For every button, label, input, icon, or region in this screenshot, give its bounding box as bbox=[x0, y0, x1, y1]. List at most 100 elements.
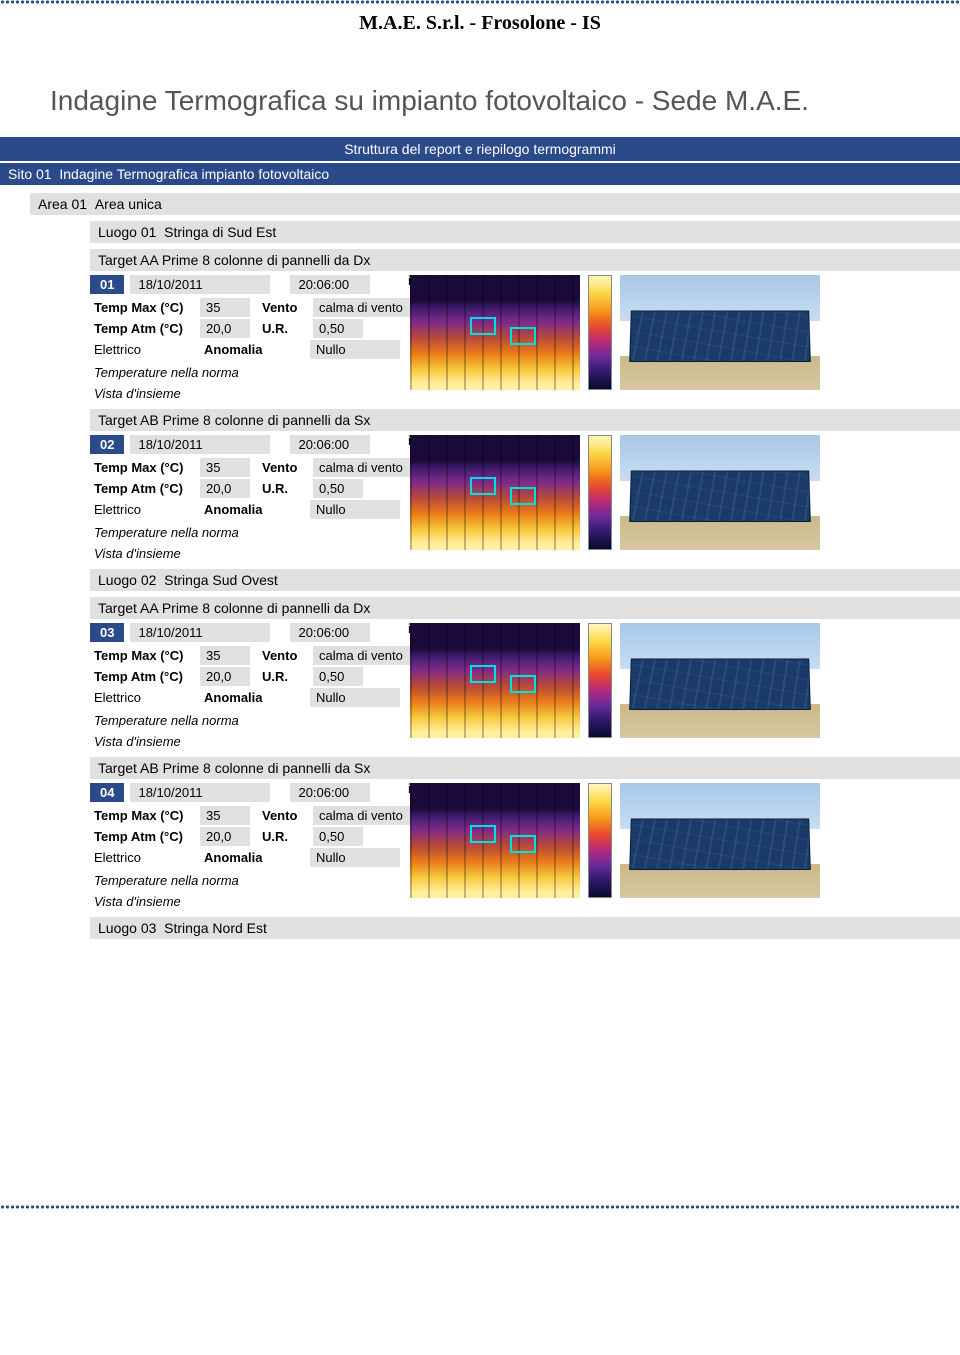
date-cell: 18/10/2011 bbox=[130, 275, 270, 294]
note-vista: Vista d'insieme bbox=[90, 890, 440, 911]
anomalia-label: Anomalia bbox=[200, 848, 280, 867]
temp-max-label: Temp Max (°C) bbox=[90, 806, 200, 825]
temp-atm-label: Temp Atm (°C) bbox=[90, 479, 200, 498]
record-data: 02 18/10/2011 20:06:00 Temp Max (°C) 35 … bbox=[90, 435, 440, 563]
target-bar: Target AA Prime 8 colonne di pannelli da… bbox=[90, 597, 960, 619]
color-scale bbox=[588, 623, 612, 738]
record: 04 18/10/2011 20:06:00 Temp Max (°C) 35 … bbox=[90, 783, 960, 911]
anomalia-value: Nullo bbox=[310, 500, 400, 519]
temp-max-value: 35 bbox=[200, 458, 250, 477]
vento-value: calma di vento bbox=[313, 646, 423, 665]
luogo-bar: Luogo 03 Stringa Nord Est bbox=[90, 917, 960, 939]
vento-label: Vento bbox=[258, 458, 313, 477]
record-data: 01 18/10/2011 20:06:00 Temp Max (°C) 35 … bbox=[90, 275, 440, 403]
temp-max-value: 35 bbox=[200, 806, 250, 825]
thermal-image bbox=[410, 623, 580, 738]
area-label: Area 01 bbox=[38, 196, 87, 212]
elettrico-label: Elettrico bbox=[90, 848, 200, 867]
ur-value: 0,50 bbox=[313, 667, 363, 686]
vento-value: calma di vento bbox=[313, 806, 423, 825]
section-header: Struttura del report e riepilogo termogr… bbox=[0, 137, 960, 161]
target-bar: Target AA Prime 8 colonne di pannelli da… bbox=[90, 249, 960, 271]
color-scale bbox=[588, 275, 612, 390]
ur-label: U.R. bbox=[258, 479, 313, 498]
note-temperature: Temperature nella norma bbox=[90, 709, 440, 730]
temp-max-label: Temp Max (°C) bbox=[90, 458, 200, 477]
index-badge: 04 bbox=[90, 783, 124, 802]
vento-value: calma di vento bbox=[313, 298, 423, 317]
sito-name: Indagine Termografica impianto fotovolta… bbox=[59, 166, 329, 182]
target-bar: Target AB Prime 8 colonne di pannelli da… bbox=[90, 409, 960, 431]
index-badge: 02 bbox=[90, 435, 124, 454]
temp-atm-label: Temp Atm (°C) bbox=[90, 667, 200, 686]
note-vista: Vista d'insieme bbox=[90, 730, 440, 751]
elettrico-label: Elettrico bbox=[90, 688, 200, 707]
temp-atm-value: 20,0 bbox=[200, 667, 250, 686]
thermal-image bbox=[410, 783, 580, 898]
anomalia-label: Anomalia bbox=[200, 688, 280, 707]
thermal-image bbox=[410, 275, 580, 390]
record: 01 18/10/2011 20:06:00 Temp Max (°C) 35 … bbox=[90, 275, 960, 403]
thermal-image bbox=[410, 435, 580, 550]
vento-label: Vento bbox=[258, 806, 313, 825]
time-cell: 20:06:00 bbox=[290, 275, 370, 294]
time-cell: 20:06:00 bbox=[290, 783, 370, 802]
anomalia-label: Anomalia bbox=[200, 500, 280, 519]
index-badge: 03 bbox=[90, 623, 124, 642]
note-temperature: Temperature nella norma bbox=[90, 869, 440, 890]
temp-atm-value: 20,0 bbox=[200, 479, 250, 498]
temp-atm-value: 20,0 bbox=[200, 319, 250, 338]
vento-label: Vento bbox=[258, 646, 313, 665]
company-header: M.A.E. S.r.l. - Frosolone - IS bbox=[0, 4, 960, 65]
anomalia-value: Nullo bbox=[310, 688, 400, 707]
anomalia-value: Nullo bbox=[310, 340, 400, 359]
date-cell: 18/10/2011 bbox=[130, 783, 270, 802]
note-temperature: Temperature nella norma bbox=[90, 361, 440, 382]
record: 02 18/10/2011 20:06:00 Temp Max (°C) 35 … bbox=[90, 435, 960, 563]
elettrico-label: Elettrico bbox=[90, 500, 200, 519]
temp-max-value: 35 bbox=[200, 646, 250, 665]
time-cell: 20:06:00 bbox=[290, 623, 370, 642]
note-vista: Vista d'insieme bbox=[90, 382, 440, 403]
ur-label: U.R. bbox=[258, 667, 313, 686]
page-title: Indagine Termografica su impianto fotovo… bbox=[0, 65, 960, 137]
note-vista: Vista d'insieme bbox=[90, 542, 440, 563]
temp-atm-value: 20,0 bbox=[200, 827, 250, 846]
temp-max-label: Temp Max (°C) bbox=[90, 646, 200, 665]
temp-max-value: 35 bbox=[200, 298, 250, 317]
photo-image bbox=[620, 275, 820, 390]
record: 03 18/10/2011 20:06:00 Temp Max (°C) 35 … bbox=[90, 623, 960, 751]
elettrico-label: Elettrico bbox=[90, 340, 200, 359]
area-bar: Area 01 Area unica bbox=[30, 193, 960, 215]
luogo-bar: Luogo 02 Stringa Sud Ovest bbox=[90, 569, 960, 591]
ur-value: 0,50 bbox=[313, 319, 363, 338]
sito-label: Sito 01 bbox=[8, 166, 52, 182]
ur-label: U.R. bbox=[258, 319, 313, 338]
vento-value: calma di vento bbox=[313, 458, 423, 477]
ur-label: U.R. bbox=[258, 827, 313, 846]
color-scale bbox=[588, 435, 612, 550]
record-data: 04 18/10/2011 20:06:00 Temp Max (°C) 35 … bbox=[90, 783, 440, 911]
anomalia-label: Anomalia bbox=[200, 340, 280, 359]
area-name: Area unica bbox=[95, 196, 162, 212]
date-cell: 18/10/2011 bbox=[130, 623, 270, 642]
target-bar: Target AB Prime 8 colonne di pannelli da… bbox=[90, 757, 960, 779]
ur-value: 0,50 bbox=[313, 479, 363, 498]
date-cell: 18/10/2011 bbox=[130, 435, 270, 454]
anomalia-value: Nullo bbox=[310, 848, 400, 867]
photo-image bbox=[620, 783, 820, 898]
photo-image bbox=[620, 623, 820, 738]
bottom-border bbox=[0, 1205, 960, 1209]
color-scale bbox=[588, 783, 612, 898]
temp-atm-label: Temp Atm (°C) bbox=[90, 827, 200, 846]
sito-bar: Sito 01 Indagine Termografica impianto f… bbox=[0, 163, 960, 185]
luogo-bar: Luogo 01 Stringa di Sud Est bbox=[90, 221, 960, 243]
vento-label: Vento bbox=[258, 298, 313, 317]
ur-value: 0,50 bbox=[313, 827, 363, 846]
note-temperature: Temperature nella norma bbox=[90, 521, 440, 542]
photo-image bbox=[620, 435, 820, 550]
record-data: 03 18/10/2011 20:06:00 Temp Max (°C) 35 … bbox=[90, 623, 440, 751]
time-cell: 20:06:00 bbox=[290, 435, 370, 454]
temp-max-label: Temp Max (°C) bbox=[90, 298, 200, 317]
temp-atm-label: Temp Atm (°C) bbox=[90, 319, 200, 338]
